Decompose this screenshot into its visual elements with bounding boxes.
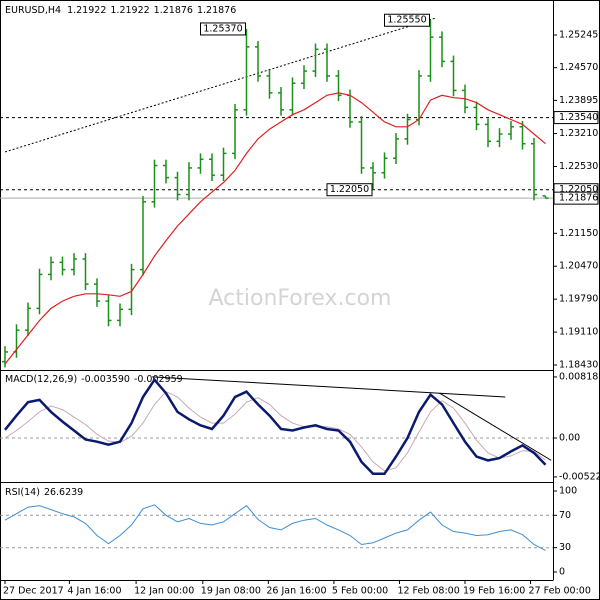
moving-average bbox=[4, 92, 546, 365]
x-tick-label: 26 Jan 16:00 bbox=[266, 586, 326, 597]
level-label: 1.22050 bbox=[559, 184, 598, 195]
x-tick-label: 19 Jan 08:00 bbox=[201, 586, 261, 597]
header-low: 1.21876 bbox=[154, 5, 193, 16]
y-tick-label: 1.21150 bbox=[559, 228, 598, 239]
annotation-label: 1.22050 bbox=[330, 184, 369, 195]
y-tick-label: 30 bbox=[559, 542, 571, 553]
y-tick-label: 1.19110 bbox=[559, 327, 598, 338]
rsi-title: RSI(14) bbox=[5, 487, 40, 498]
y-tick-label: 1.19790 bbox=[559, 294, 598, 305]
signal-line bbox=[4, 391, 546, 472]
y-tick-label: 100 bbox=[559, 486, 577, 497]
y-tick-label: -0.005223 bbox=[559, 471, 600, 482]
annotation-label: 1.25550 bbox=[387, 15, 426, 26]
x-tick-label: 19 Feb 16:00 bbox=[463, 586, 525, 597]
x-tick-label: 12 Feb 08:00 bbox=[397, 586, 459, 597]
annotation-box bbox=[384, 13, 430, 27]
watermark: ActionForex.com bbox=[209, 286, 392, 311]
header-open: 1.21922 bbox=[67, 5, 106, 16]
x-tick-label: 4 Jan 16:00 bbox=[67, 586, 121, 597]
price-box bbox=[553, 191, 599, 205]
y-tick-label: 70 bbox=[559, 510, 571, 521]
y-tick-label: 1.23895 bbox=[559, 95, 598, 106]
macd-title: MACD(12,26,9) bbox=[5, 374, 77, 385]
rsi-last: 26.6239 bbox=[44, 487, 83, 498]
level-box bbox=[553, 111, 599, 125]
x-tick-label: 27 Feb 00:00 bbox=[529, 586, 591, 597]
y-tick-label: 1.18430 bbox=[559, 360, 598, 371]
y-tick-label: 1.24570 bbox=[559, 62, 598, 73]
signal-last: -0.002959 bbox=[134, 374, 183, 385]
rsi-line bbox=[4, 504, 546, 551]
macd-header: MACD(12,26,9) -0.003590 -0.002959 bbox=[5, 374, 183, 385]
annotation-box bbox=[326, 183, 373, 197]
y-tick-label: 1.22530 bbox=[559, 161, 598, 172]
y-tick-label: 1.23210 bbox=[559, 128, 598, 139]
x-tick-label: 5 Feb 00:00 bbox=[332, 586, 388, 597]
macd-last: -0.003590 bbox=[81, 374, 130, 385]
y-tick-label: 0 bbox=[559, 566, 565, 577]
macd-trendline bbox=[152, 376, 506, 398]
y-tick-label: 0.008182 bbox=[559, 371, 600, 382]
y-tick-label: 1.20470 bbox=[559, 261, 598, 272]
x-tick-label: 27 Dec 2017 bbox=[3, 586, 64, 597]
y-tick-label: 0.00 bbox=[559, 432, 580, 443]
x-tick-label: 12 Jan 00:00 bbox=[134, 586, 194, 597]
trendline bbox=[4, 17, 437, 153]
header-high: 1.21922 bbox=[110, 5, 149, 16]
price-label: 1.21876 bbox=[559, 193, 598, 204]
rsi-header: RSI(14) 26.6239 bbox=[5, 487, 83, 498]
y-tick-label: 1.25245 bbox=[559, 30, 598, 41]
annotation-box bbox=[200, 22, 246, 36]
macd-trendline bbox=[439, 392, 552, 461]
header-close: 1.21876 bbox=[197, 5, 236, 16]
macd-line bbox=[4, 377, 547, 476]
annotation-label: 1.25370 bbox=[203, 23, 242, 34]
header: EURUSD,H4 1.21922 1.21922 1.21876 1.21876 bbox=[5, 5, 236, 16]
level-label: 1.23540 bbox=[559, 112, 598, 123]
symbol: EURUSD,H4 bbox=[5, 5, 61, 16]
